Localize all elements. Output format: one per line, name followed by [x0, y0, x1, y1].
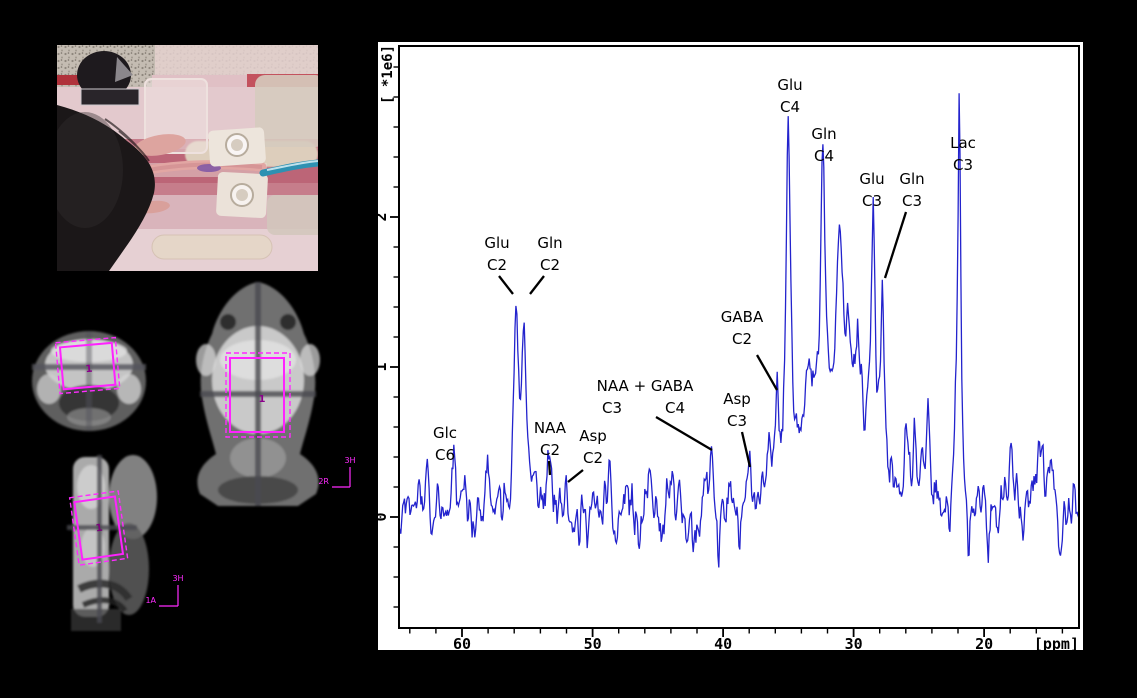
annotation-text: Glu	[859, 170, 884, 188]
annotation-asp-c3: Asp C3	[723, 390, 752, 468]
annotation-text: C2	[732, 330, 752, 348]
spectrum-trace	[400, 93, 1078, 568]
voxel-box-coronal: 1	[54, 336, 121, 395]
annotation-leader-line	[529, 275, 545, 295]
mri-localizer-panel: 1 1 3H 2R	[10, 276, 360, 641]
annotation-gln-c2: Gln C2	[529, 234, 563, 295]
x-axis: 60 50 40 30 20 [ppm]	[409, 628, 1079, 650]
annotation-text: C3	[602, 399, 622, 417]
annotation-text: NAA	[534, 419, 567, 437]
annotation-glc-c6: Glc C6	[433, 424, 457, 464]
axial-orientation-marker: 3H 2R	[318, 456, 356, 488]
annotation-text: C2	[540, 256, 560, 274]
y-tick-label: 2	[378, 212, 390, 221]
x-axis-unit-label: [ppm]	[1034, 635, 1079, 650]
peak-annotations: Glc C6 Glu C2 Gln C2 NAA C2 Asp C2 NAA + GABA C3 C4 A…	[433, 76, 976, 483]
annotation-text: C3	[953, 156, 973, 174]
annotation-text: C2	[487, 256, 507, 274]
annotation-text: Asp	[723, 390, 751, 408]
annotation-leader-line	[756, 354, 778, 391]
infusion-line	[259, 159, 318, 177]
annotation-gln-c3: Gln C3	[883, 170, 925, 279]
annotation-text: C2	[540, 441, 560, 459]
annotation-text: Glu	[777, 76, 802, 94]
voxel-label: 1	[95, 523, 103, 535]
crosshair-vertical	[86, 331, 92, 431]
annotation-text: GABA	[721, 308, 764, 326]
annotation-text: Glc	[433, 424, 457, 442]
animal-setup-photo	[57, 45, 318, 271]
y-axis: 0 1 2 [ *1e6]	[378, 45, 399, 608]
mri-sagittal-image: 1 3H 1A	[67, 455, 184, 631]
annotation-asp-c2: Asp C2	[567, 427, 607, 483]
spectrum-panel: 60 50 40 30 20 [ppm] 0 1 2 [ *1e6] Glc C6 Glu C2 Gln C2…	[378, 42, 1083, 650]
sagittal-orientation-marker: 3H 1A	[145, 574, 184, 607]
annotation-glu-c4: Glu C4	[777, 76, 802, 116]
x-tick-label: 40	[714, 635, 732, 650]
annotation-leader-line	[740, 431, 752, 468]
right-plastic-slab	[255, 75, 318, 147]
mri-coronal-image: 1	[32, 331, 146, 431]
annotation-glu-c2: Glu C2	[484, 234, 514, 295]
annotation-text: Gln	[811, 125, 836, 143]
animal-photo-canvas	[57, 45, 318, 271]
annotation-gaba-c2: GABA C2	[721, 308, 778, 391]
annotation-text: Asp	[579, 427, 607, 445]
annotation-text: C3	[862, 192, 882, 210]
voxel-label: 1	[85, 364, 93, 376]
x-tick-label: 30	[845, 635, 863, 650]
rat-body	[57, 105, 155, 271]
x-tick-label: 60	[453, 635, 471, 650]
annotation-leader-line	[567, 469, 584, 483]
acrylic-top-edge	[155, 45, 318, 75]
annotation-text: Lac	[950, 134, 976, 152]
marker-label-top: 3H	[172, 574, 183, 583]
annotation-text: NAA + GABA	[597, 377, 694, 395]
x-tick-label: 20	[975, 635, 993, 650]
annotation-leader-line	[655, 416, 713, 451]
annotation-lac-c3: Lac C3	[950, 134, 976, 174]
annotation-leader-line	[883, 211, 908, 279]
annotation-text: C3	[727, 412, 747, 430]
crosshair-horizontal	[67, 525, 137, 530]
voxel-label: 1	[259, 394, 266, 405]
annotation-text: C4	[665, 399, 685, 417]
crosshair-horizontal	[200, 391, 316, 397]
annotation-text: C4	[780, 98, 800, 116]
annotation-text: Glu	[484, 234, 509, 252]
acrylic-post	[144, 78, 208, 154]
y-axis-unit-label: [ *1e6]	[380, 45, 396, 104]
annotation-naa-gaba-c3-c4: NAA + GABA C3 C4	[597, 377, 713, 451]
bottom-slot	[151, 234, 273, 260]
x-tick-label: 50	[584, 635, 602, 650]
annotation-text: C2	[583, 449, 603, 467]
annotation-text: C6	[435, 446, 455, 464]
marker-label-top: 3H	[344, 456, 355, 465]
annotation-leader-line	[547, 460, 552, 476]
spectrum-plot: 60 50 40 30 20 [ppm] 0 1 2 [ *1e6] Glc C6 Glu C2 Gln C2…	[378, 45, 1080, 650]
mri-axial-image: 1 3H 2R	[196, 282, 356, 506]
front-paw	[134, 134, 186, 156]
annotation-naa-c2: NAA C2	[534, 419, 567, 476]
mri-canvas: 1 1 3H 2R	[10, 276, 360, 641]
annotation-text: Gln	[537, 234, 562, 252]
y-tick-label: 1	[378, 362, 390, 371]
tail-clamp	[208, 127, 268, 219]
annotation-text: C3	[902, 192, 922, 210]
annotation-leader-line	[498, 275, 514, 295]
annotation-text: Gln	[899, 170, 924, 188]
voxel-box-axial: 1	[225, 352, 291, 438]
marker-label-left: 2R	[318, 477, 329, 486]
marker-label-left: 1A	[145, 596, 156, 605]
annotation-glu-c3: Glu C3	[859, 170, 884, 210]
crosshair-vertical	[97, 455, 102, 623]
y-tick-label: 0	[378, 512, 390, 521]
annotation-text: C4	[814, 147, 834, 165]
annotation-gln-c4: Gln C4	[811, 125, 836, 165]
